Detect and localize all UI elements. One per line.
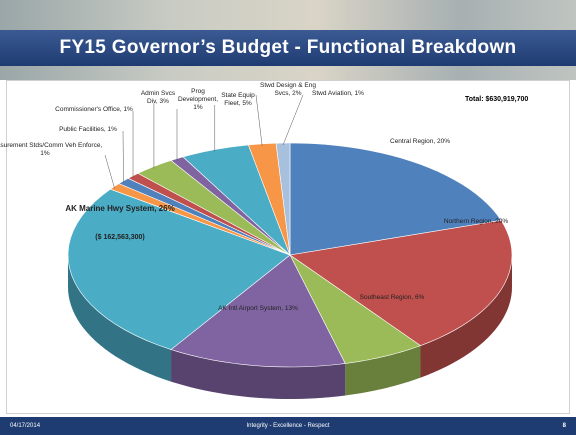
slice <box>67 188 291 350</box>
slice <box>289 220 513 346</box>
outside-label: Prog Development, 1% <box>177 88 219 111</box>
callout-amount: ($ 162,563,300) <box>95 234 145 241</box>
slice-side <box>345 345 421 396</box>
slice-side-shade <box>171 349 346 399</box>
outside-label: Commissioner's Office, 1% <box>55 106 133 113</box>
footer-motto: Integrity - Excellence - Respect <box>246 423 330 429</box>
slice <box>289 142 502 256</box>
slice-label: Central Region, 20% <box>390 138 450 145</box>
slice <box>289 254 422 364</box>
outside-label: Stwd Design & Eng Svcs, 2% <box>259 82 316 97</box>
leader-line <box>104 154 115 189</box>
slice-side <box>171 349 346 399</box>
footer-date: 04/17/2014 <box>10 423 41 429</box>
title-bar <box>0 30 576 66</box>
slice-label: Northern Region, 20% <box>443 218 509 225</box>
slice-label: Southeast Region, 6% <box>359 294 425 301</box>
slice-side <box>68 255 172 382</box>
outside-label: Stwd Aviation, 1% <box>312 90 364 97</box>
outside-label: Admin Svcs Div, 3% <box>140 90 176 105</box>
outside-label: State Equip Fleet, 5% <box>221 92 255 107</box>
slice-side-shade <box>68 255 172 382</box>
slice-label: AK Marine Hwy System, 26% <box>65 204 175 213</box>
page-number: 8 <box>562 423 566 429</box>
slice <box>170 254 346 368</box>
outside-label: Public Facilities, 1% <box>59 126 117 133</box>
leader-line <box>282 94 304 146</box>
slice <box>109 183 291 256</box>
total-label: Total: $630,919,700 <box>465 96 529 103</box>
slice-label: AK Intl Airport System, 13% <box>218 305 298 312</box>
slide-title: FY15 Governor’s Budget - Functional Brea… <box>59 37 517 58</box>
slice <box>275 142 291 256</box>
outside-label: Measurement Stds/Comm Veh Enforce, 1% <box>0 142 103 157</box>
leader-line <box>255 94 263 146</box>
slice-side-shade <box>420 255 512 378</box>
slice-side-shade <box>345 345 421 396</box>
slice-side <box>420 255 512 378</box>
footer: 04/17/2014 Integrity - Excellence - Resp… <box>0 417 576 435</box>
